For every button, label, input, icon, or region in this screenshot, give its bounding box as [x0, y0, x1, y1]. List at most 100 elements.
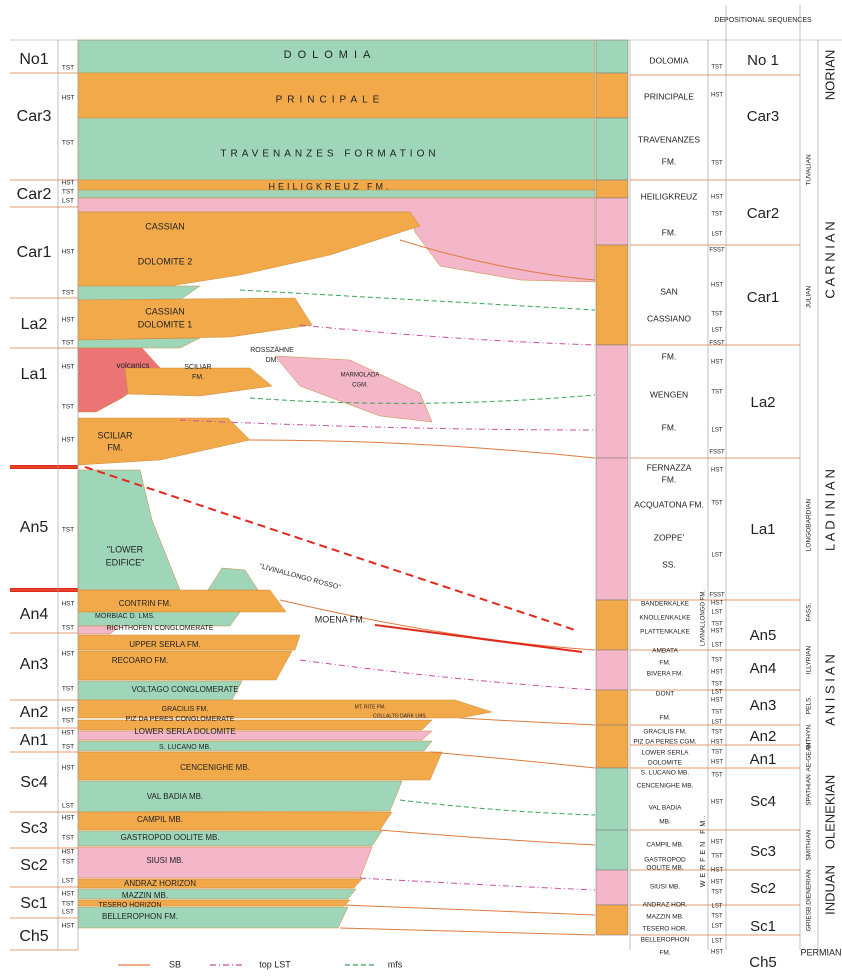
left-tract: TST [62, 686, 74, 693]
rock-body [78, 651, 292, 680]
right-tract: TST [711, 161, 723, 167]
right-tract: HST [711, 880, 723, 886]
left-tract: TST [62, 718, 74, 725]
left-tract: HST [62, 765, 75, 772]
right-tract: TST [711, 773, 723, 779]
column-formation: GRACILIS FM. [643, 729, 687, 736]
substage: ILLYRIAN [806, 645, 813, 674]
formation-label: MARMOLADA [341, 373, 380, 379]
column-formation: BELLEROPHON [641, 937, 690, 944]
formation-label: RICHTHOFEN CONGLOMERATE [107, 625, 214, 632]
column-formation: ZOPPE' [654, 532, 685, 542]
left-sequence: Car1 [17, 244, 52, 261]
formation-label: TESERO HORIZON [98, 902, 161, 909]
formation-label: DOLOMIA [284, 49, 377, 61]
right-sequence: Car3 [747, 108, 780, 125]
stage: NORIAN [822, 50, 837, 101]
substage: SPATHIAN [806, 774, 813, 806]
stage: C A R N I A N [822, 221, 837, 298]
right-tract: FSST [709, 341, 725, 347]
right-tract: TST [711, 854, 723, 860]
left-tract: TST [62, 744, 74, 751]
right-tract: HST [711, 950, 723, 956]
header: DEPOSITIONAL SEQUENCES [714, 17, 812, 24]
lithology [596, 870, 628, 905]
left-tract: TST [62, 859, 74, 866]
column-formation: FERNAZZA [647, 462, 692, 472]
rock-body [78, 812, 392, 830]
formation-label: ANDRAZ HORIZON [124, 879, 196, 888]
lithology [596, 650, 628, 690]
formation-label: ROSSZÄHNE [250, 346, 294, 354]
formation-label: VAL BADIA MB. [147, 792, 203, 801]
legend-label: mfs [388, 959, 403, 969]
right-tract: TST [711, 730, 723, 736]
right-tract: TST [711, 750, 723, 756]
column-formation: PRINCIPALE [644, 91, 694, 101]
column-formation: MAZZIN MB. [646, 914, 684, 921]
left-sequence: An2 [20, 704, 49, 721]
right-sequence: Sc1 [750, 918, 776, 935]
left-tract: HST [62, 815, 75, 822]
left-tract: HST [62, 249, 75, 256]
formation-label: DOLOMITE 2 [138, 256, 193, 266]
left-sequence: Car2 [17, 186, 52, 203]
formation-label: DOLOMITE 1 [138, 319, 193, 329]
right-tract: HST [711, 283, 723, 289]
column-formation: MB. [659, 819, 671, 826]
substage: FASS. [806, 603, 813, 622]
column-formation: FM. [659, 715, 670, 722]
left-tract: HST [62, 891, 75, 898]
formation-label: CASSIAN [145, 306, 185, 316]
column-formation: BANDERKALKE [641, 601, 690, 608]
formation-label: EDIFICE" [106, 557, 145, 567]
rock-body [78, 731, 432, 740]
left-sequence: Sc4 [20, 774, 48, 791]
lithology [596, 725, 628, 768]
left-sequence: Sc3 [20, 820, 48, 837]
right-sequence: No 1 [747, 52, 779, 69]
right-tract: TST [711, 658, 723, 664]
column-formation: SS. [662, 559, 676, 569]
left-sequence: Car3 [17, 108, 52, 125]
column-formation: WERFEN FM. [700, 813, 707, 887]
column-formation: DOLOMIA [649, 55, 689, 65]
right-tract: LST [711, 690, 722, 696]
lithology [596, 458, 628, 600]
column-formation: FM. [662, 156, 677, 166]
lithology [596, 198, 628, 245]
left-tract: TST [62, 835, 74, 842]
right-tract: TST [711, 914, 723, 920]
right-tract: HST [711, 670, 723, 676]
column-formation: DOLOMITE [648, 760, 683, 767]
right-sequence: Car2 [747, 205, 780, 222]
right-tract: TST [711, 390, 723, 396]
formation-label: PIZ DA PERES CONGLOMERATE [126, 716, 235, 723]
column-formation: ACQUATONA FM. [634, 499, 704, 509]
formation-label: MOENA FM. [315, 614, 366, 624]
rock-body [78, 338, 200, 348]
right-tract: HST [711, 601, 723, 607]
right-tract: TST [711, 710, 723, 716]
column-formation: FM. [662, 227, 677, 237]
column-formation: FM. [662, 422, 677, 432]
formation-label: GASTROPOD OOLITE MB. [120, 833, 219, 842]
right-tract: HST [711, 468, 723, 474]
right-tract: LST [711, 643, 722, 649]
substage: LONGOBARDIAN [806, 499, 813, 552]
column-formation: TESERO HOR. [643, 926, 688, 933]
formation-label: CAMPIL MB. [137, 815, 183, 824]
left-sequence: An5 [20, 519, 49, 536]
lithology [596, 73, 628, 118]
left-sequence: No1 [19, 51, 48, 68]
right-tract: FSST [709, 450, 725, 456]
right-sequence: An1 [750, 751, 777, 768]
left-tract: TST [62, 901, 74, 908]
left-tract: HST [62, 95, 75, 102]
lithology [596, 600, 628, 650]
column-formation: PIZ DA PERES CGM. [633, 739, 696, 746]
right-tract: FSST [709, 593, 725, 599]
right-tract: TST [711, 65, 723, 71]
formation-label: RECOARO FM. [112, 656, 168, 665]
legend-label: top LST [259, 959, 291, 969]
